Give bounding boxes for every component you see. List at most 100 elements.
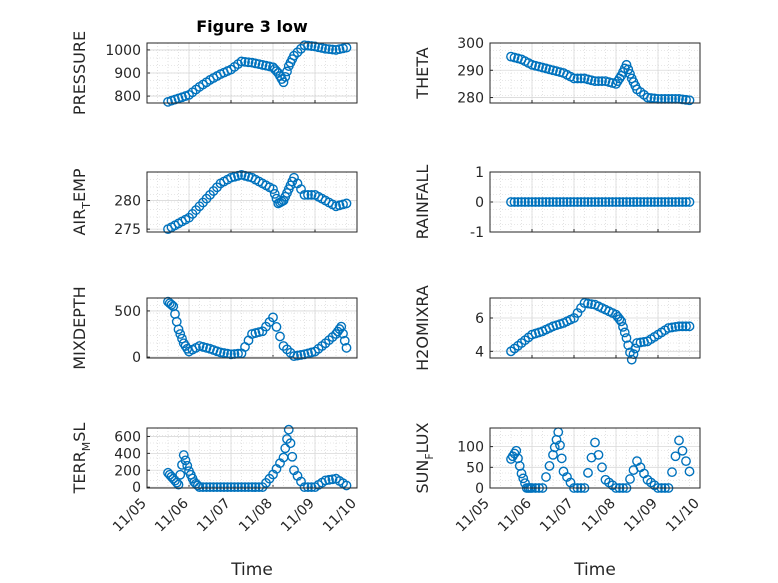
data-point <box>275 331 285 342</box>
data-point <box>541 197 551 207</box>
data-point <box>642 92 653 103</box>
y-tick-label: 800 <box>114 89 141 105</box>
axes-box <box>489 171 701 233</box>
data-point <box>635 197 646 207</box>
data-point <box>175 469 186 480</box>
data-point <box>565 197 576 207</box>
data-point <box>677 94 688 105</box>
data-point <box>215 347 226 358</box>
data-point <box>212 482 222 493</box>
y-axis-label: H2OMIXRA <box>413 285 432 371</box>
data-point <box>208 482 219 493</box>
subplot-h2omixra: 4 6 H2OMIXRA <box>413 285 701 371</box>
data-point <box>646 93 656 103</box>
data-point <box>219 348 229 358</box>
data-point <box>607 197 618 207</box>
data-point <box>537 197 548 207</box>
axes-box <box>489 42 701 104</box>
data-point <box>548 197 558 207</box>
y-tick-label: 300 <box>457 36 484 52</box>
data-point <box>611 197 621 207</box>
data-point <box>166 299 177 310</box>
y-axis-label: PRESSURE <box>70 31 89 115</box>
data-point <box>597 197 607 207</box>
data-point <box>299 482 310 493</box>
data-point <box>583 298 593 309</box>
data-point <box>562 197 572 207</box>
subplot-pressure: 800 900 1000 PRESSURE <box>70 31 358 115</box>
x-tick-label: 11/10 <box>320 496 360 536</box>
data-point <box>604 197 614 207</box>
subplot-theta: 280 290 300 THETA <box>413 36 701 107</box>
data-point <box>572 197 583 207</box>
x-tick-label: 11/05 <box>110 496 150 536</box>
data-point <box>341 480 352 491</box>
x-tick-label: 11/09 <box>621 496 661 536</box>
data-point <box>625 474 635 484</box>
data-point <box>576 197 586 207</box>
data-point <box>268 312 278 323</box>
data-point <box>660 197 670 207</box>
data-point <box>327 474 338 485</box>
data-point <box>233 482 243 493</box>
y-tick-label: 0 <box>132 350 141 366</box>
x-tick-label: 11/07 <box>194 496 234 536</box>
axes-box <box>146 42 358 104</box>
data-point <box>264 61 275 72</box>
y-axis-label: THETA <box>413 47 432 99</box>
axes-box <box>146 427 358 489</box>
data-point <box>509 197 520 207</box>
data-point <box>681 197 691 207</box>
data-point <box>341 198 352 209</box>
data-point <box>320 43 331 54</box>
data-point <box>339 335 350 346</box>
subplot-sunlux: 0 50 100 SUNFLUX 11/05 11/06 11/07 11/08 11/09 11… <box>413 422 703 535</box>
data-point <box>681 94 691 105</box>
y-tick-label: 6 <box>475 311 484 327</box>
data-point <box>516 468 527 479</box>
data-point <box>579 298 590 308</box>
data-point <box>278 77 289 88</box>
data-point <box>299 189 310 200</box>
data-point <box>630 343 641 354</box>
axes-box <box>489 427 701 489</box>
data-point <box>583 197 593 207</box>
data-point <box>516 197 527 207</box>
data-point <box>254 59 264 70</box>
axes-box <box>146 171 358 233</box>
data-point <box>625 69 635 79</box>
data-point <box>306 189 317 200</box>
data-point <box>621 197 632 207</box>
data-point <box>240 56 250 67</box>
y-tick-label: 280 <box>457 91 484 107</box>
axes-box <box>489 297 701 359</box>
y-tick-label: 900 <box>114 66 141 82</box>
data-point <box>182 460 193 471</box>
axes-box <box>146 297 358 359</box>
data-point <box>338 328 348 339</box>
data-point <box>555 440 565 451</box>
data-point <box>572 73 583 84</box>
data-point <box>646 197 656 207</box>
data-point <box>590 76 600 87</box>
data-point <box>205 482 215 493</box>
y-tick-label: 500 <box>114 304 141 320</box>
y-tick-label: 290 <box>457 63 484 79</box>
data-point <box>681 456 691 467</box>
data-point <box>178 450 189 460</box>
data-point <box>684 321 695 332</box>
data-point <box>544 197 555 207</box>
data-point <box>222 482 233 493</box>
data-point <box>642 197 653 207</box>
data-point <box>282 66 292 77</box>
y-axis-label: SUNFLUX <box>413 422 436 493</box>
data-point <box>306 482 317 493</box>
y-tick-label: 200 <box>114 463 141 479</box>
y-axis-label: TERRMSL <box>70 423 93 495</box>
data-point <box>649 197 660 207</box>
data-point <box>287 451 298 462</box>
data-point <box>586 197 597 207</box>
data-point <box>523 197 534 207</box>
